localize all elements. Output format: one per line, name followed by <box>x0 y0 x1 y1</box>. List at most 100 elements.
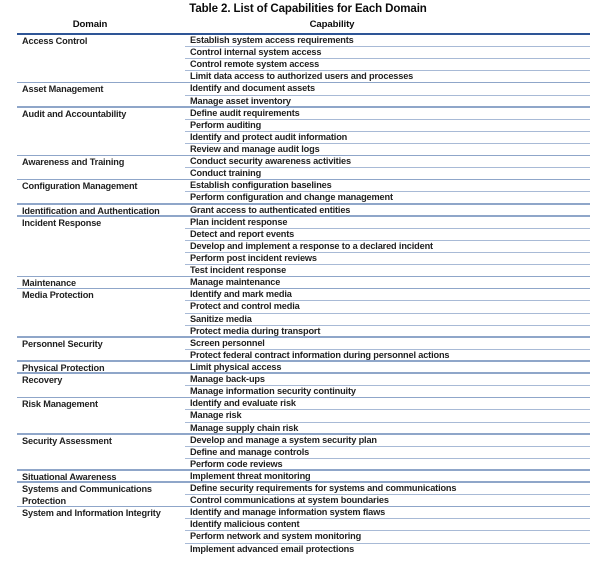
capability-cell: Screen personnel <box>185 338 590 350</box>
capability-cell: Grant access to authenticated entities <box>190 204 351 215</box>
capability-list: Develop and manage a system security pla… <box>185 435 590 471</box>
table-title: Table 2. List of Capabilities for Each D… <box>189 3 427 15</box>
capability-cell: Control remote system access <box>185 59 590 72</box>
capability-cell: Implement threat monitoring <box>190 470 311 481</box>
capability-list: Limit physical access <box>185 362 590 374</box>
capability-cell: Define audit requirements <box>185 108 590 120</box>
domain-cell: Security Assessment <box>22 435 112 446</box>
capability-cell: Perform auditing <box>185 120 590 132</box>
capability-list: Identify and mark media Protect and contr… <box>185 289 590 337</box>
domain-cell: Awareness and Training <box>22 157 125 168</box>
capability-list: Identify and document assets Manage asset… <box>185 83 590 107</box>
capability-cell: Perform configuration and change managem… <box>190 192 393 203</box>
capability-cell: Perform code reviews <box>190 458 283 469</box>
table-row: Identification and Authentication Grant a… <box>17 202 590 217</box>
capability-cell: Protect and control media <box>185 301 590 314</box>
table-row: Systems and Communications Protection Def… <box>17 481 590 507</box>
domain-cell: Recovery <box>22 375 63 386</box>
capability-list: Identify and manage information system f… <box>185 507 590 555</box>
capability-cell: Establish system access requirements <box>185 35 590 48</box>
capability-cell: Control internal system access <box>185 47 590 60</box>
capability-list: Establish configuration baselines Perform… <box>185 180 590 204</box>
domain-cell: Asset Management <box>22 84 104 95</box>
capability-cell: Manage back-ups <box>185 374 590 387</box>
domain-cell: Personnel Security <box>22 338 103 349</box>
capability-cell: Identify malicious content <box>185 519 590 532</box>
table-row: Risk Management Identify and evaluate ris… <box>17 396 590 434</box>
capability-cell: Review and manage audit logs <box>190 143 320 154</box>
capability-list: Grant access to authenticated entities <box>185 205 590 217</box>
capability-cell: Manage supply chain risk <box>190 422 299 433</box>
capability-cell: Define security requirements for systems… <box>185 483 590 496</box>
domain-cell: Identification and Authentication <box>22 205 160 216</box>
capability-list: Conduct security awareness activities Con… <box>185 156 590 180</box>
capability-cell: Perform post incident reviews <box>185 253 590 266</box>
domain-cell: System and Information Integrity <box>22 508 161 519</box>
capability-cell: Detect and report events <box>185 229 590 241</box>
table-row: System and Information Integrity Identify… <box>17 505 590 555</box>
capability-list: Establish system access requirements Cont… <box>185 35 590 83</box>
capability-cell: Identify and protect audit information <box>185 132 590 144</box>
table-row: Media Protection Identify and mark media P… <box>17 287 590 337</box>
table-row: Awareness and Training Conduct security a… <box>17 154 590 180</box>
capability-cell: Conduct security awareness activities <box>185 156 590 169</box>
table-row: Asset Management Identify and document as… <box>17 81 590 107</box>
capability-cell: Implement advanced email protections <box>190 543 355 554</box>
column-header-capability: Capability <box>309 19 355 30</box>
table-row: Configuration Management Establish config… <box>17 178 590 204</box>
table-row: Audit and Accountability Define audit req… <box>17 106 590 156</box>
capability-list: Plan incident response Detect and report … <box>185 217 590 278</box>
capability-cell: Test incident response <box>190 265 287 276</box>
capability-cell: Manage risk <box>185 410 590 423</box>
capability-list: Manage maintenance <box>185 277 590 289</box>
capability-cell: Perform network and system monitoring <box>185 531 590 544</box>
table-row: Incident Response Plan incident response D… <box>17 215 590 278</box>
capability-list: Define audit requirements Perform auditin… <box>185 108 590 156</box>
domain-cell: Situational Awareness <box>22 471 117 482</box>
capability-cell: Plan incident response <box>185 217 590 229</box>
capability-cell: Identify and evaluate risk <box>185 398 590 411</box>
capability-cell: Manage information security continuity <box>190 386 356 397</box>
table-row: Access Control Establish system access re… <box>17 35 590 83</box>
capability-list: Identify and evaluate risk Manage risk Man… <box>185 398 590 434</box>
capability-cell: Identify and manage information system f… <box>185 507 590 520</box>
capability-cell: Protect federal contract information dur… <box>190 349 450 360</box>
capability-cell: Sanitize media <box>185 314 590 326</box>
capability-cell: Identify and mark media <box>185 289 590 302</box>
capability-cell: Limit physical access <box>190 361 282 372</box>
domain-cell: Systems and Communications Protection <box>22 484 152 507</box>
capabilities-table: Access Control Establish system access re… <box>17 33 590 556</box>
capability-list: Screen personnel Protect federal contract… <box>185 338 590 362</box>
capability-cell: Define and manage controls <box>185 447 590 459</box>
capability-cell: Establish configuration baselines <box>185 180 590 193</box>
table-row: Security Assessment Develop and manage a … <box>17 432 590 471</box>
capability-list: Implement threat monitoring <box>185 471 590 483</box>
capability-cell: Limit data access to authorized users an… <box>190 71 414 82</box>
capability-cell: Manage maintenance <box>190 277 281 288</box>
capability-cell: Control communications at system boundar… <box>190 495 389 506</box>
table-row: Recovery Manage back-ups Manage informatio… <box>17 372 590 398</box>
column-header-domain: Domain <box>72 19 108 30</box>
domain-cell: Maintenance <box>22 278 76 289</box>
capability-cell: Develop and implement a response to a de… <box>185 241 590 253</box>
domain-cell: Access Control <box>22 36 88 46</box>
capability-cell: Identify and document assets <box>185 83 590 96</box>
capability-list: Define security requirements for systems… <box>185 483 590 507</box>
domain-cell: Risk Management <box>22 399 98 410</box>
capability-cell: Protect media during transport <box>190 325 321 336</box>
domain-cell: Audit and Accountability <box>22 108 127 119</box>
domain-cell: Media Protection <box>22 290 94 301</box>
capability-cell: Develop and manage a system security pla… <box>185 435 590 447</box>
domain-cell: Configuration Management <box>22 181 138 192</box>
table-row: Physical Protection Limit physical access <box>17 360 590 374</box>
table-row: Situational Awareness Implement threat mo… <box>17 469 590 483</box>
table-row: Personnel Security Screen personnel Protec… <box>17 336 590 362</box>
capability-list: Manage back-ups Manage information securi… <box>185 374 590 398</box>
domain-cell: Physical Protection <box>22 362 105 373</box>
capability-cell: Manage asset inventory <box>190 95 291 106</box>
domain-cell: Incident Response <box>22 217 102 228</box>
capability-cell: Conduct training <box>190 168 262 179</box>
table-header-row: Domain Capability <box>0 19 616 32</box>
table-row: Maintenance Manage maintenance <box>17 275 590 289</box>
